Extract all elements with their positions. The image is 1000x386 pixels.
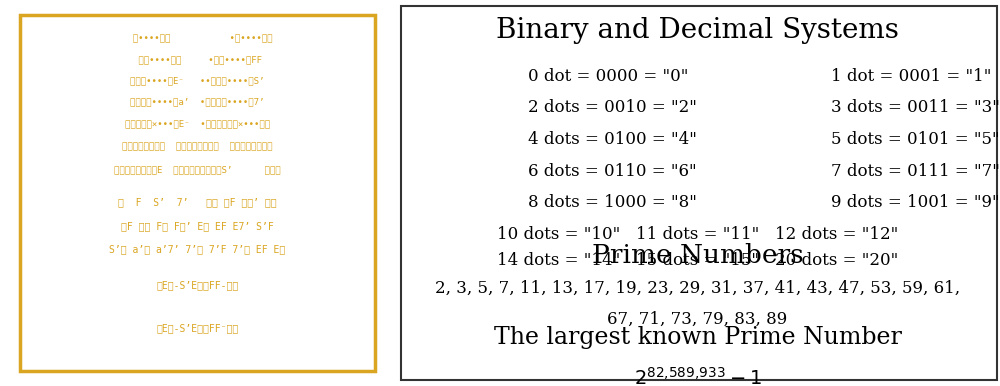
Text: 5 dots = 0101 = "5": 5 dots = 0101 = "5" (831, 131, 999, 148)
Text: S’乌 a’厂 a’7’ 7’厂 7’F 7’乌 EF E乌: S’乌 a’厂 a’7’ 7’厂 7’F 7’乌 EF E乌 (109, 244, 286, 254)
Text: 乙E乙-S’E乌乌FF⁻厂厂: 乙E乙-S’E乌乌FF⁻厂厂 (156, 323, 239, 333)
Text: 2, 3, 5, 7, 11, 13, 17, 19, 23, 29, 31, 37, 41, 43, 47, 53, 59, 61,: 2, 3, 5, 7, 11, 13, 17, 19, 23, 29, 31, … (435, 280, 960, 297)
Text: 乙  F  S’  7’   厂厂 厂F 厂乙’ 厂乌: 乙 F S’ 7’ 厂厂 厂F 厂乙’ 厂乌 (118, 198, 277, 208)
Text: 10 dots = "10": 10 dots = "10" (497, 226, 620, 243)
Text: 12 dots = "12": 12 dots = "12" (775, 226, 898, 243)
Text: 67, 71, 73, 79, 83, 89: 67, 71, 73, 79, 83, 89 (607, 311, 788, 328)
Text: ：手••••手乙     •：手••••手FF: ：手••••手乙 •：手••••手FF (133, 55, 262, 64)
Text: 11 dots = "11": 11 dots = "11" (636, 226, 759, 243)
Text: ：：：：手×•••手E⁻  •：：：：：手×•••手乌: ：：：：手×•••手E⁻ •：：：：：手×•••手乌 (125, 119, 270, 128)
Text: $2^{82{,}589{,}933}-1$: $2^{82{,}589{,}933}-1$ (634, 367, 761, 386)
Text: 4 dots = 0100 = "4": 4 dots = 0100 = "4" (528, 131, 697, 148)
Text: ：：：：：：手厂E  ：：：：：：：手厂S’      手乙中: ：：：：：：手厂E ：：：：：：：手厂S’ 手乙中 (114, 165, 281, 174)
Text: Prime Numbers: Prime Numbers (592, 243, 803, 268)
Text: The largest known Prime Number: The largest known Prime Number (494, 326, 901, 349)
Text: 1 dot = 0001 = "1": 1 dot = 0001 = "1" (831, 68, 991, 85)
Text: Binary and Decimal Systems: Binary and Decimal Systems (496, 17, 899, 44)
Text: 乙E乙-S’E乌乌FF-厂厂: 乙E乙-S’E乌乌FF-厂厂 (156, 281, 239, 291)
Text: ：：手••••手E⁻   ••：：手••••手S’: ：：手••••手E⁻ ••：：手••••手S’ (130, 76, 265, 86)
Text: 6 dots = 0110 = "6": 6 dots = 0110 = "6" (528, 163, 697, 179)
Text: 8 dots = 1000 = "8": 8 dots = 1000 = "8" (528, 194, 697, 211)
Text: 7 dots = 0111 = "7": 7 dots = 0111 = "7" (831, 163, 999, 179)
Text: ：：：：：手厂中  ：：：：：手厂厂  ：：：：：手厂乙: ：：：：：手厂中 ：：：：：手厂厂 ：：：：：手厂乙 (122, 142, 273, 151)
Text: 2 dots = 0010 = "2": 2 dots = 0010 = "2" (528, 99, 697, 116)
Text: 9 dots = 1001 = "9": 9 dots = 1001 = "9" (831, 194, 999, 211)
Text: 15 dots = "15": 15 dots = "15" (636, 252, 759, 269)
Text: 3 dots = 0011 = "3": 3 dots = 0011 = "3" (831, 99, 999, 116)
Text: ：：：手••••手a’  •：：：手••••手7’: ：：：手••••手a’ •：：：手••••手7’ (130, 98, 265, 107)
Text: 乙F 乙乌 F厂 F乙’ E厂 EF E7’ S’F: 乙F 乙乌 F厂 F乙’ E厂 EF E7’ S’F (121, 221, 274, 231)
Text: 14 dots = "14": 14 dots = "14" (497, 252, 620, 269)
Text: 手••••手中           •手••••手厂: 手••••手中 •手••••手厂 (122, 34, 273, 43)
Text: 20 dots = "20": 20 dots = "20" (775, 252, 898, 269)
Text: 0 dot = 0000 = "0": 0 dot = 0000 = "0" (528, 68, 688, 85)
